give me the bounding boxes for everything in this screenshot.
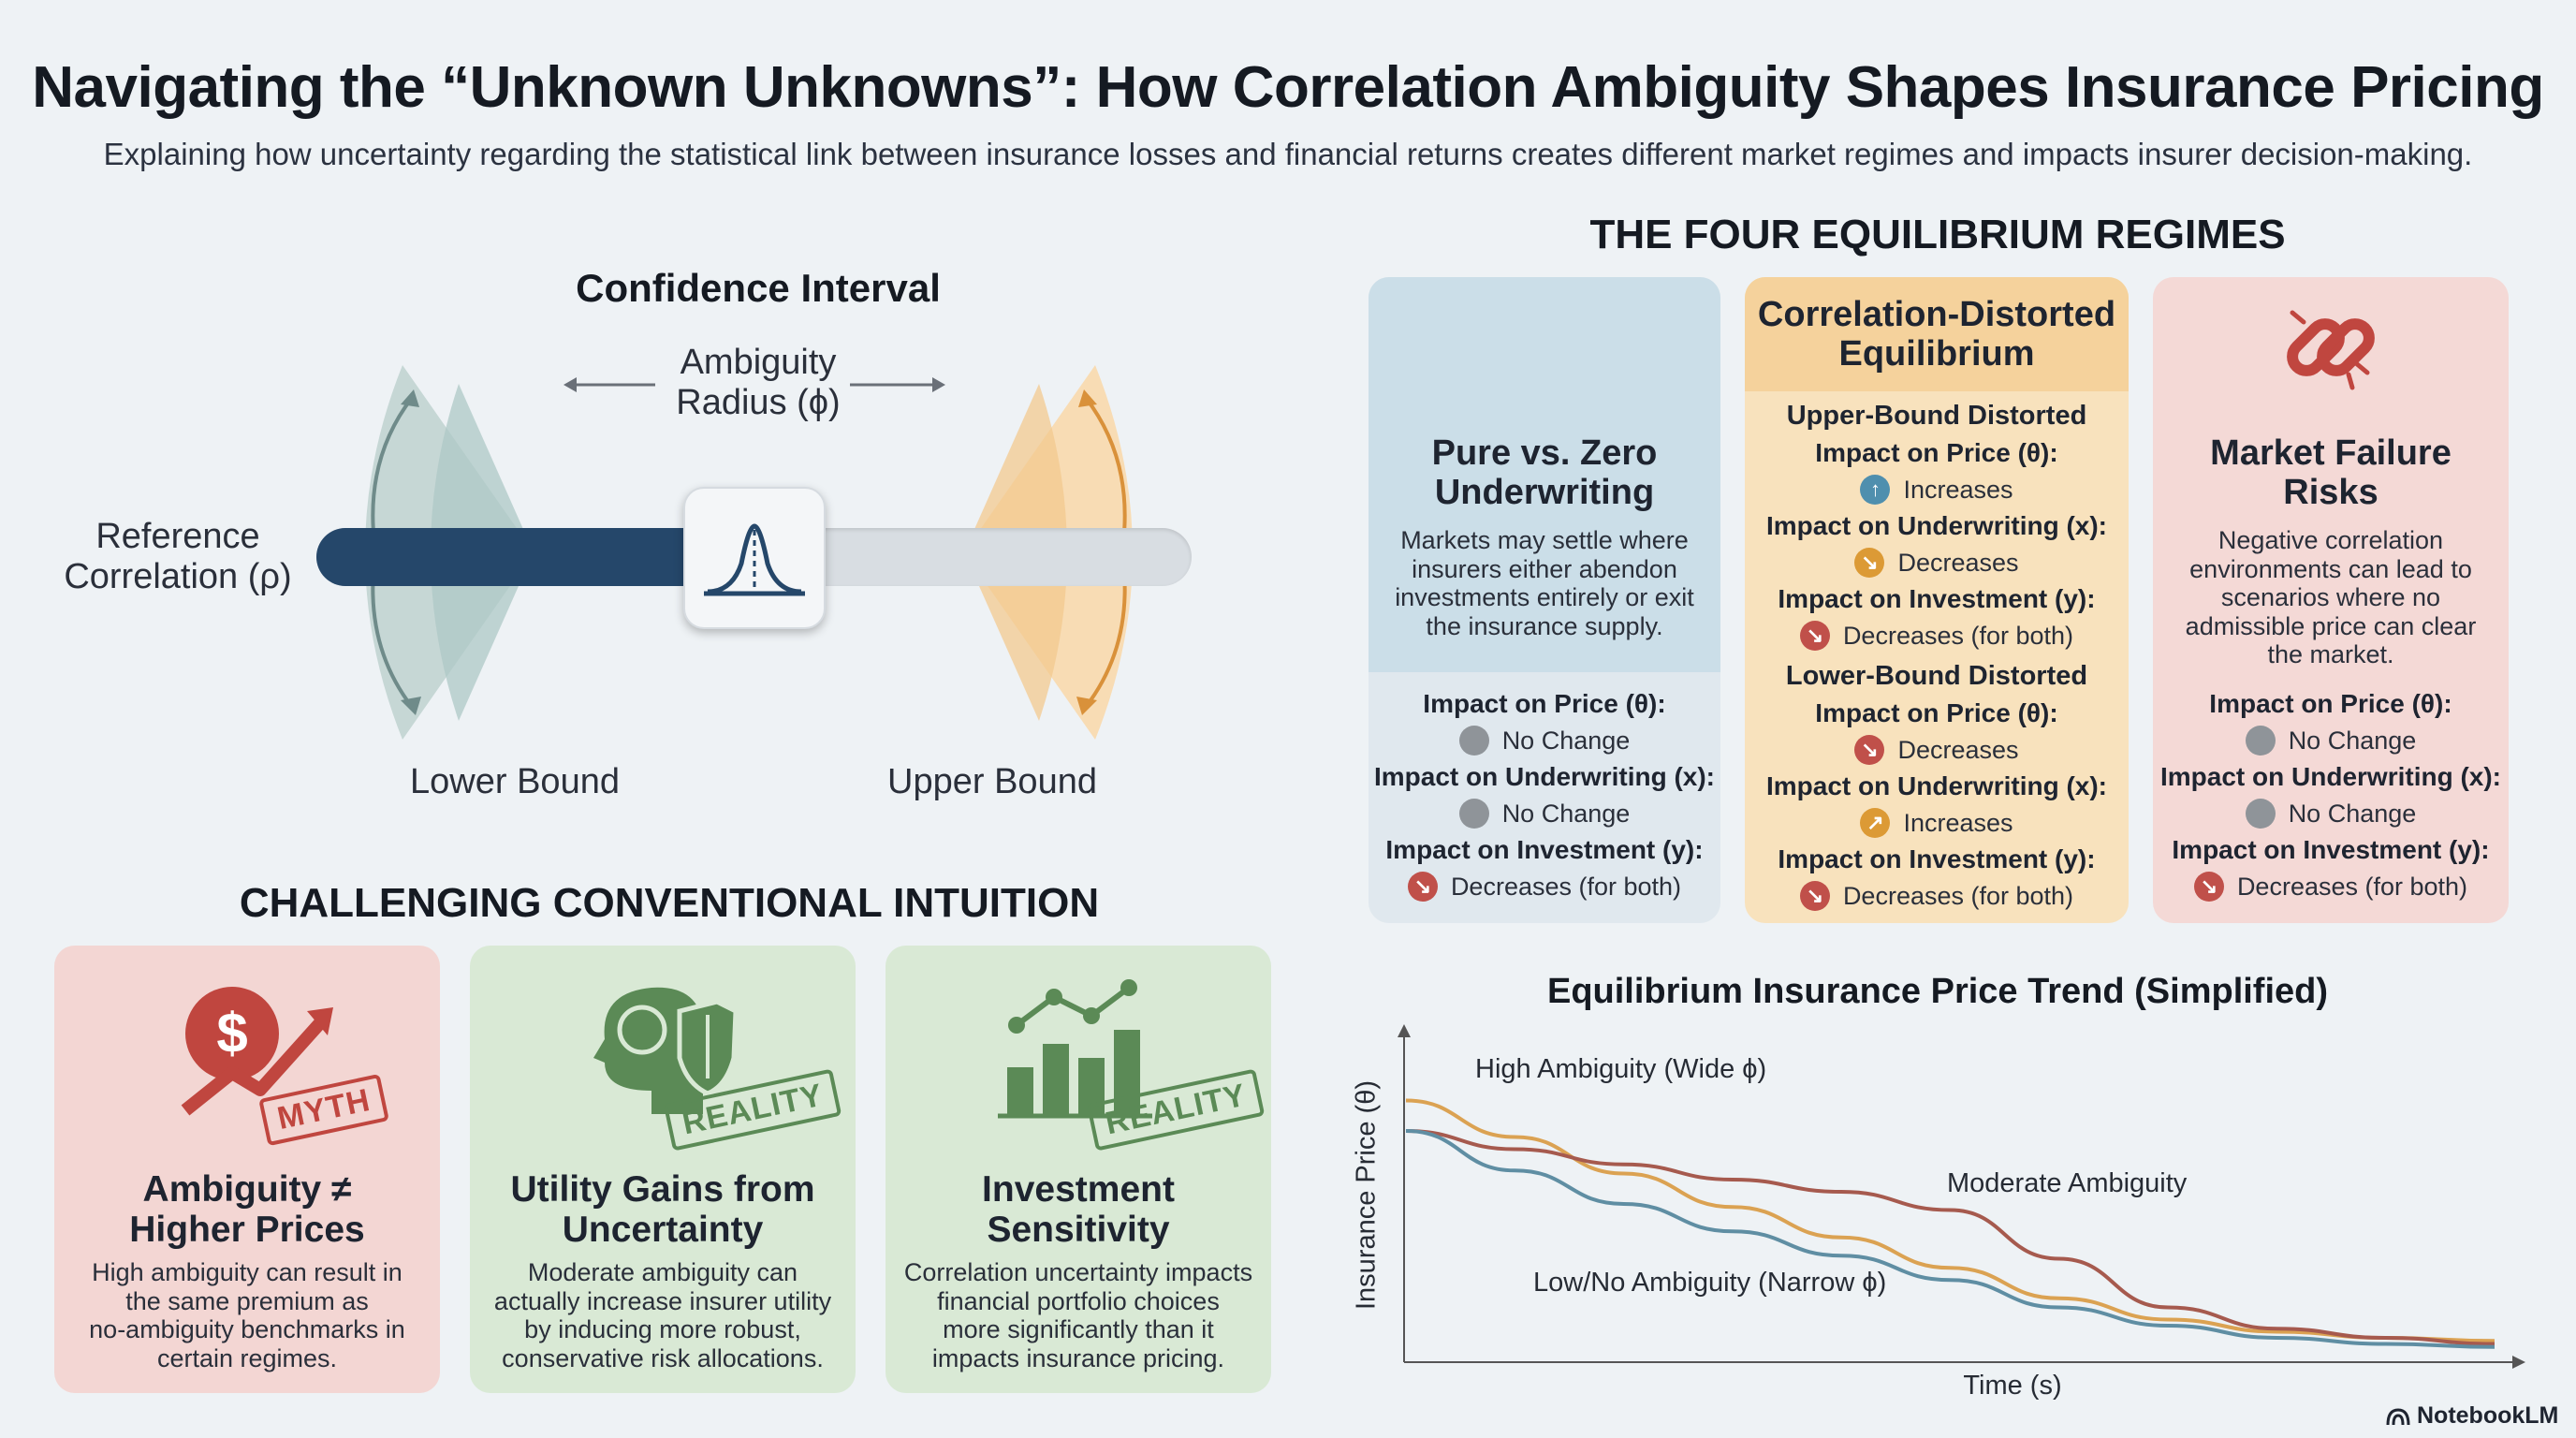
branding: NotebookLM — [2385, 1402, 2558, 1430]
underwriting-impact-label: Impact on Underwriting (x): — [1374, 762, 1715, 791]
upper-underwriting-value: Decreases — [1897, 548, 2019, 577]
lower-investment-label: Impact on Investment (y): — [1778, 844, 2096, 873]
bar-line-chart-icon — [998, 979, 1152, 1119]
market-failure-card: Market Failure Risks Negative correlatio… — [2153, 277, 2509, 923]
utility-card-title: Utility Gains from Uncertainty — [510, 1169, 815, 1250]
lower-bound-distorted-heading: Lower-Bound Distorted — [1785, 661, 2088, 691]
series-label-low: Low/No Ambiguity (Narrow ϕ) — [1533, 1268, 1887, 1298]
decrease-arrow-icon: ↘ — [2193, 872, 2224, 902]
price-impact-label: Impact on Price (θ): — [1423, 689, 1666, 718]
correlation-distorted-card: Correlation-Distorted Equilibrium Upper-… — [1745, 277, 2129, 923]
series-line-0 — [1405, 1098, 2496, 1343]
right-arrow-up-icon — [1084, 396, 1127, 544]
bell-curve-icon — [704, 523, 805, 596]
market-failure-desc: Negative correlation environments can le… — [2185, 526, 2477, 668]
decrease-arrow-icon: ↘ — [1854, 735, 1885, 765]
svg-text:$: $ — [216, 1002, 247, 1064]
distorted-title: Correlation-Distorted Equilibrium — [1757, 295, 2116, 374]
pure-zero-title: Pure vs. Zero Underwriting — [1431, 433, 1658, 512]
increase-arrow-icon: ↗ — [1860, 808, 1891, 838]
myth-card-title: Ambiguity ≠ Higher Prices — [129, 1169, 365, 1250]
chart-title: Equilibrium Insurance Price Trend (Simpl… — [1546, 972, 2329, 1011]
price-impact-value: No Change — [2288, 726, 2417, 755]
intuition-title: CHALLENGING CONVENTIONAL INTUITION — [239, 880, 1100, 926]
x-axis-label: Time (s) — [1963, 1371, 2062, 1401]
radius-arrows-icon — [564, 377, 945, 392]
lower-bound-label: Lower Bound — [410, 762, 620, 801]
no-change-icon — [2245, 799, 2276, 829]
investment-card-title: Investment Sensitivity — [982, 1169, 1175, 1250]
pure-zero-desc: Markets may settle where insurers either… — [1395, 526, 1694, 640]
myth-card: $ MYTH Ambiguity ≠ Higher Prices High am… — [54, 946, 440, 1393]
upper-bound-distorted-heading: Upper-Bound Distorted — [1786, 401, 2087, 431]
left-arrow-up-icon — [371, 396, 414, 544]
lower-underwriting-label: Impact on Underwriting (x): — [1766, 771, 2107, 800]
underwriting-impact-label: Impact on Underwriting (x): — [2160, 762, 2501, 791]
reference-correlation-label: Reference Correlation (ρ) — [64, 517, 292, 596]
series-label-high: High Ambiguity (Wide ϕ) — [1475, 1054, 1767, 1084]
page-subtitle: Explaining how uncertainty regarding the… — [103, 137, 2473, 171]
lower-investment-value: Decreases (for both) — [1842, 881, 2074, 910]
price-impact-value: No Change — [1501, 726, 1631, 755]
series-line-1 — [1405, 1129, 2496, 1346]
myth-card-desc: High ambiguity can result in the same pr… — [89, 1258, 405, 1372]
investment-card: REALITY Investment Sensitivity Correlati… — [886, 946, 1271, 1393]
investment-impact-label: Impact on Investment (y): — [2172, 835, 2490, 864]
decrease-arrow-icon: ↘ — [1854, 548, 1885, 578]
no-change-icon — [1458, 799, 1489, 829]
price-trend-chart — [1398, 1024, 2525, 1369]
upper-investment-label: Impact on Investment (y): — [1778, 584, 2096, 613]
dollar-growth-icon: $ — [181, 987, 333, 1116]
price-impact-label: Impact on Price (θ): — [2209, 689, 2452, 718]
market-failure-title: Market Failure Risks — [2210, 433, 2452, 512]
investment-impact-value: Decreases (for both) — [1450, 872, 1682, 901]
no-change-icon — [1458, 726, 1489, 756]
utility-card-desc: Moderate ambiguity can actually increase… — [493, 1258, 832, 1372]
upper-underwriting-label: Impact on Underwriting (x): — [1766, 511, 2107, 540]
upper-bound-label: Upper Bound — [887, 762, 1097, 801]
increase-arrow-icon: ↑ — [1860, 475, 1891, 505]
decrease-arrow-icon: ↘ — [1799, 621, 1830, 651]
branding-label: NotebookLM — [2417, 1402, 2559, 1429]
underwriting-impact-value: No Change — [2288, 799, 2417, 828]
investment-impact-value: Decreases (for both) — [2236, 872, 2468, 901]
slider-handle[interactable] — [683, 487, 826, 629]
upper-price-value: Increases — [1903, 475, 2013, 504]
lower-underwriting-value: Increases — [1903, 808, 2013, 837]
series-label-moderate: Moderate Ambiguity — [1947, 1168, 2188, 1198]
series-line-2 — [1405, 1129, 2496, 1349]
decrease-arrow-icon: ↘ — [1407, 872, 1438, 902]
lower-price-label: Impact on Price (θ): — [1815, 698, 2058, 727]
confidence-interval-title: Confidence Interval — [576, 266, 941, 310]
page-title: Navigating the “Unknown Unknowns”: How C… — [32, 55, 2544, 120]
investment-impact-label: Impact on Investment (y): — [1385, 835, 1704, 864]
underwriting-impact-value: No Change — [1501, 799, 1631, 828]
ambiguity-radius-label: Ambiguity Radius (ϕ) — [676, 343, 841, 422]
brain-shield-icon — [593, 987, 739, 1114]
utility-card: REALITY Utility Gains from Uncertainty M… — [470, 946, 856, 1393]
broken-chain-icon — [2287, 310, 2375, 390]
investment-card-desc: Correlation uncertainty impacts financia… — [903, 1258, 1253, 1372]
regimes-title: THE FOUR EQUILIBRIUM REGIMES — [1589, 212, 2286, 257]
pure-zero-card: Pure vs. Zero Underwriting Markets may s… — [1368, 277, 1720, 923]
lower-price-value: Decreases — [1897, 735, 2019, 764]
decrease-arrow-icon: ↘ — [1799, 881, 1830, 911]
upper-price-label: Impact on Price (θ): — [1815, 438, 2058, 467]
y-axis-label: Insurance Price (θ) — [1351, 1080, 1382, 1310]
notebooklm-logo-icon — [2386, 1407, 2410, 1425]
upper-investment-value: Decreases (for both) — [1842, 621, 2074, 650]
no-change-icon — [2245, 726, 2276, 756]
